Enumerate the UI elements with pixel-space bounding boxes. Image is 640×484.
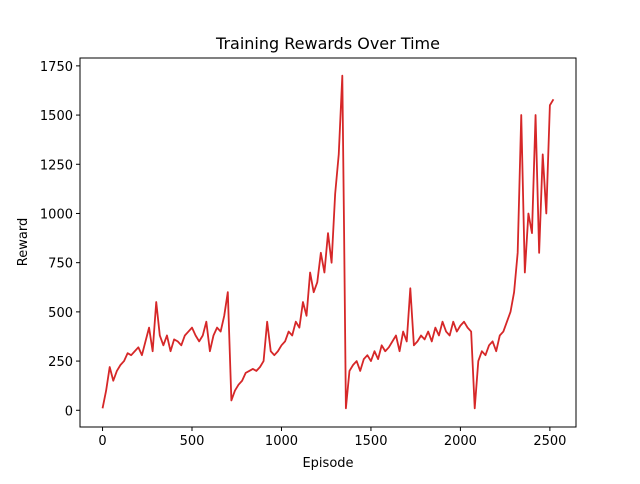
chart-title: Training Rewards Over Time bbox=[215, 34, 440, 53]
y-tick-label: 1750 bbox=[40, 60, 73, 75]
x-tick-label: 2000 bbox=[444, 434, 477, 449]
y-tick-label: 0 bbox=[65, 404, 73, 419]
x-tick-label: 1500 bbox=[354, 434, 387, 449]
x-tick-label: 0 bbox=[98, 434, 106, 449]
x-axis-label: Episode bbox=[302, 456, 353, 471]
y-tick-label: 750 bbox=[48, 257, 73, 272]
axes-frame bbox=[79, 57, 577, 428]
x-tick-label: 1000 bbox=[265, 434, 298, 449]
y-tick-label: 1500 bbox=[40, 109, 73, 124]
y-tick-label: 250 bbox=[48, 355, 73, 370]
y-tick-label: 1000 bbox=[40, 207, 73, 222]
y-tick-label: 1250 bbox=[40, 158, 73, 173]
y-tick-label: 500 bbox=[48, 306, 73, 321]
x-tick-label: 2500 bbox=[533, 434, 566, 449]
y-axis-label: Reward bbox=[16, 218, 31, 266]
line-series bbox=[101, 74, 555, 410]
x-tick-label: 500 bbox=[180, 434, 205, 449]
